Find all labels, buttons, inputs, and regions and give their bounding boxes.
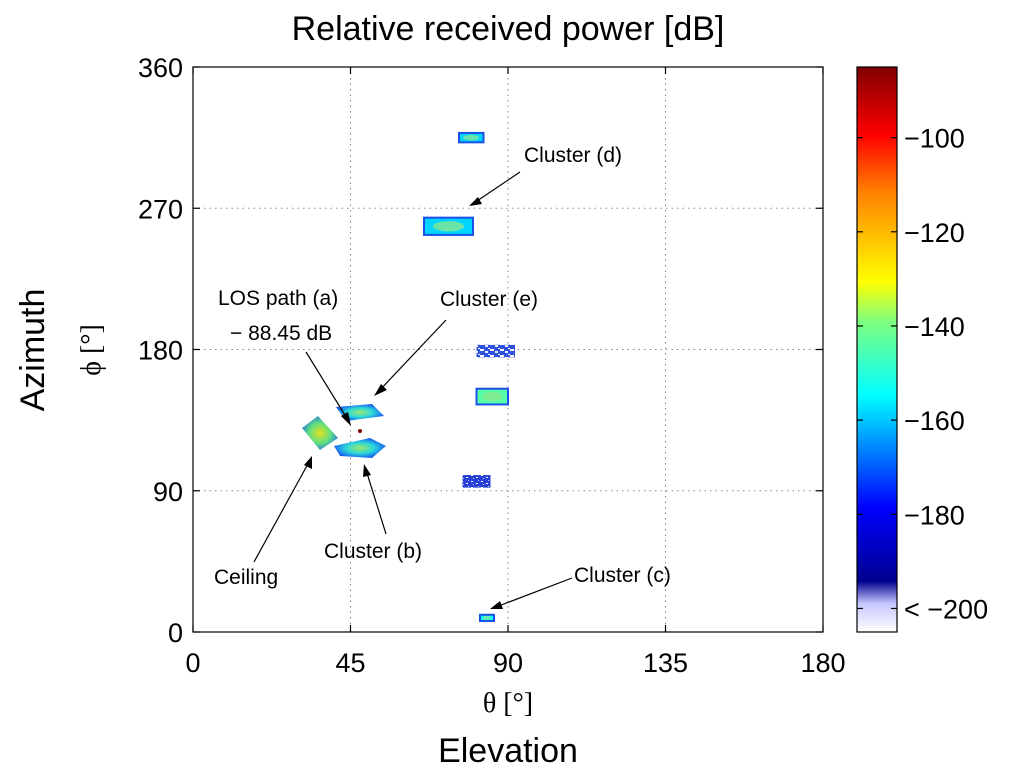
annotation-los-power: − 88.45 dB [230,322,332,345]
x-axis-label-word: Elevation [438,732,578,770]
y-tick-label: 0 [168,618,183,648]
y-axis-label-symbol: ϕ [°] [76,324,107,376]
arrow-cluster-b [365,469,387,535]
cluster-core [432,221,465,232]
colorbar [856,66,898,633]
arrow-ceiling [253,461,310,563]
y-tick-label: 180 [138,336,183,366]
arrow-cluster-c [495,577,573,608]
los-ring [302,404,386,458]
arrow-cluster-d [473,171,521,204]
annotation-cluster-c: Cluster (c) [574,564,671,587]
cluster-b-blob [334,438,386,458]
arrowhead-cluster-b [363,464,371,477]
arrowhead-cluster-c [490,601,503,609]
cluster-edge [423,216,474,236]
arrow-cluster-e [377,319,447,393]
arrowhead-cluster-d [469,197,482,206]
cluster-patch [476,344,515,358]
colorbar-tick-label: −160 [904,406,965,436]
colorbar-tick-label: −120 [904,218,965,248]
colorbar-tick-label: −140 [904,312,965,342]
annotation-ceiling: Ceiling [214,566,278,589]
colorbar-tick-label: −180 [904,500,965,530]
colorbar-tick-label: < −200 [904,594,988,624]
cluster-core [463,134,480,141]
annotation-cluster-e: Cluster (e) [440,288,538,311]
annotation-cluster-d: Cluster (d) [524,144,622,167]
colorbar-tick-label: −100 [904,124,965,154]
x-ticks: 0 45 90 135 180 [185,67,846,678]
colorbar-ticks: −100 −120 −140 −160 −180 < −200 [857,124,988,624]
arrowhead-ceiling [304,456,312,469]
cluster-edge [479,613,495,623]
annotation-cluster-b: Cluster (b) [324,540,422,563]
y-ticks: 0 90 180 270 360 [138,53,823,648]
ceiling-blob [302,416,338,450]
chart-title: Relative received power [dB] [292,10,725,48]
arrowhead-los [341,412,351,426]
heatmap-clusters [423,131,515,623]
y-tick-label: 90 [153,477,183,507]
x-tick-label: 90 [493,648,523,678]
y-tick-label: 360 [138,53,183,83]
y-axis-label-word: Azimuth [14,289,52,412]
cluster-core [482,615,492,620]
annotation-los-path: LOS path (a) [218,287,338,310]
x-tick-label: 135 [643,648,688,678]
x-tick-label: 0 [185,648,200,678]
x-tick-label: 180 [800,648,845,678]
arrow-los [305,351,349,421]
arrowhead-cluster-e [374,384,387,396]
cluster-edge [458,131,485,144]
x-axis-label-symbol: θ [°] [483,688,533,719]
cluster-patch [462,475,491,488]
los-point [358,429,362,433]
x-tick-label: 45 [335,648,365,678]
annotations: Cluster (d) LOS path (a) − 88.45 dB Clus… [214,144,671,609]
cluster-edge [475,387,509,406]
cluster-core [482,391,503,402]
y-tick-label: 270 [138,194,183,224]
